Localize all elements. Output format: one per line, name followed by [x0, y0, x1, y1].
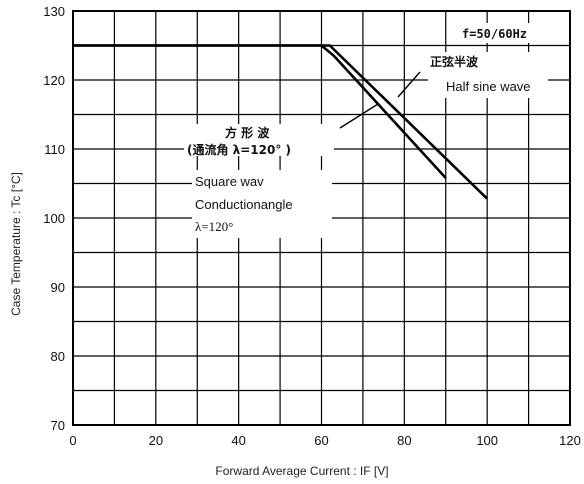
x-tick-label: 40: [231, 433, 245, 448]
x-tick-label: 20: [149, 433, 163, 448]
square-wave-label-jp-1: 方 形 波: [225, 125, 270, 140]
x-tick-label: 0: [69, 433, 76, 448]
x-axis-label: Forward Average Current : IF [V]: [215, 464, 388, 478]
series-lines: [73, 44, 489, 200]
series-line-2: [73, 44, 489, 200]
x-tick-label: 120: [559, 433, 581, 448]
half-sine-label-box: [428, 52, 548, 98]
y-tick-label: 90: [51, 280, 65, 295]
square-wave-en-box: [192, 170, 332, 238]
x-tick-label: 100: [476, 433, 498, 448]
y-tick-label: 100: [43, 211, 65, 226]
square-wave-label-en-1: Square wav: [195, 174, 264, 189]
square-wave-label-en-3: λ=120°: [195, 219, 233, 234]
y-tick-label: 120: [43, 73, 65, 88]
series-line-1: [73, 44, 447, 179]
y-axis-label: Case Temperature : Tc [°C]: [9, 172, 23, 316]
y-tick-label: 110: [44, 142, 65, 157]
y-tick-label: 130: [43, 4, 65, 19]
half-sine-label-jp: 正弦半波: [430, 54, 479, 69]
square-wave-label-en-2: Conductionangle: [195, 197, 293, 212]
y-tick-label: 80: [51, 349, 65, 364]
square-wave-pointer: [339, 103, 379, 129]
square-wave-label-jp-2: (通流角 λ=120° ): [187, 142, 291, 157]
frequency-label: f=50/60Hz: [462, 27, 527, 41]
freq-label-box: [448, 23, 546, 43]
half-sine-label-en: Half sine wave: [446, 79, 531, 94]
half-sine-pointer: [397, 71, 421, 98]
square-wave-box: [184, 124, 334, 156]
x-tick-label: 60: [314, 433, 328, 448]
y-tick-label: 70: [51, 418, 65, 433]
plot-frame: [72, 10, 571, 426]
x-tick-label: 80: [397, 433, 411, 448]
tick-labels: 0 20 40 60 80 100 120 70 80 90 100 110 120 130: [43, 4, 581, 448]
